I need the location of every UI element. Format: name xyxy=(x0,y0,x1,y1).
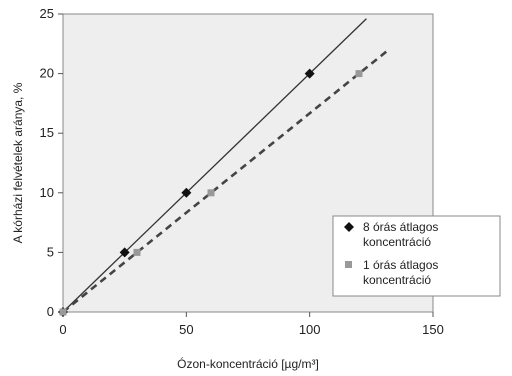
series-markers xyxy=(58,68,363,317)
series-1-point xyxy=(119,247,130,258)
y-axis-title: A kórházi felvételek aránya, % xyxy=(11,82,25,243)
series-1-line xyxy=(62,18,367,313)
series-2-point xyxy=(133,248,141,256)
x-tick-label: 100 xyxy=(299,322,321,337)
series-2-point xyxy=(59,308,67,316)
legend-marker-1h xyxy=(345,261,352,268)
legend-label-1h-line2: koncentráció xyxy=(363,273,431,287)
y-tick-label: 5 xyxy=(47,244,54,259)
y-tick-label: 25 xyxy=(40,6,54,21)
x-axis-title: Ózon-koncentráció [µg/m³] xyxy=(177,356,319,371)
series-1-point xyxy=(304,68,315,79)
series-2-point xyxy=(207,189,215,197)
x-tick-label: 150 xyxy=(422,322,444,337)
series-2-line xyxy=(62,48,390,314)
y-tick-label: 0 xyxy=(47,304,54,319)
y-axis: 0 5 10 15 20 25 xyxy=(40,6,63,319)
x-axis: 0 50 100 150 xyxy=(59,312,444,337)
y-tick-label: 15 xyxy=(40,125,54,140)
series-1-point xyxy=(181,187,192,198)
series-2-point xyxy=(355,70,363,78)
x-tick-label: 0 xyxy=(59,322,66,337)
legend-label-8h-line1: 8 órás átlagos xyxy=(363,220,438,234)
series-lines xyxy=(62,18,390,314)
legend-label-8h-line2: koncentráció xyxy=(363,235,431,249)
y-tick-label: 20 xyxy=(40,66,54,81)
legend-marker-8h xyxy=(344,222,354,232)
x-tick-label: 50 xyxy=(179,322,193,337)
legend-label-1h-line1: 1 órás átlagos xyxy=(363,258,438,272)
y-tick-label: 10 xyxy=(40,185,54,200)
legend: 8 órás átlagos koncentráció 1 órás átlag… xyxy=(332,215,501,297)
legend-box xyxy=(332,215,501,297)
